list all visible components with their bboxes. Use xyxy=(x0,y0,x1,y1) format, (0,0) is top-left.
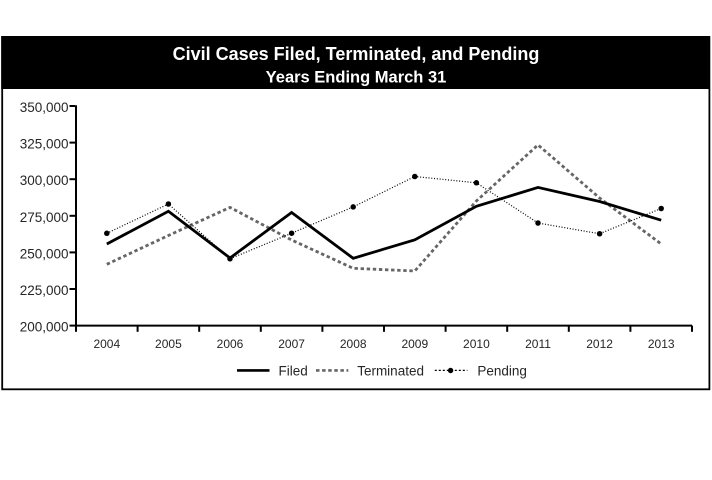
svg-text:2006: 2006 xyxy=(217,337,244,351)
svg-text:2013: 2013 xyxy=(648,337,675,351)
svg-text:2004: 2004 xyxy=(93,337,120,351)
svg-text:350,000: 350,000 xyxy=(20,100,69,115)
svg-text:250,000: 250,000 xyxy=(20,246,69,261)
svg-text:200,000: 200,000 xyxy=(20,320,69,335)
svg-text:300,000: 300,000 xyxy=(20,173,69,188)
svg-text:2012: 2012 xyxy=(586,337,613,351)
svg-text:2009: 2009 xyxy=(401,337,428,351)
svg-text:Terminated: Terminated xyxy=(357,363,424,378)
svg-text:225,000: 225,000 xyxy=(20,283,69,298)
svg-text:Filed: Filed xyxy=(279,363,308,378)
svg-text:Years Ending March 31: Years Ending March 31 xyxy=(266,69,447,87)
svg-text:2005: 2005 xyxy=(155,337,182,351)
svg-text:2010: 2010 xyxy=(463,337,490,351)
svg-text:325,000: 325,000 xyxy=(20,137,69,152)
svg-text:2007: 2007 xyxy=(278,337,305,351)
svg-text:2011: 2011 xyxy=(525,337,551,351)
svg-text:Civil Cases Filed, Terminated,: Civil Cases Filed, Terminated, and Pendi… xyxy=(173,44,540,64)
svg-text:2008: 2008 xyxy=(340,337,367,351)
svg-text:275,000: 275,000 xyxy=(20,210,69,225)
svg-text:Pending: Pending xyxy=(477,363,527,378)
